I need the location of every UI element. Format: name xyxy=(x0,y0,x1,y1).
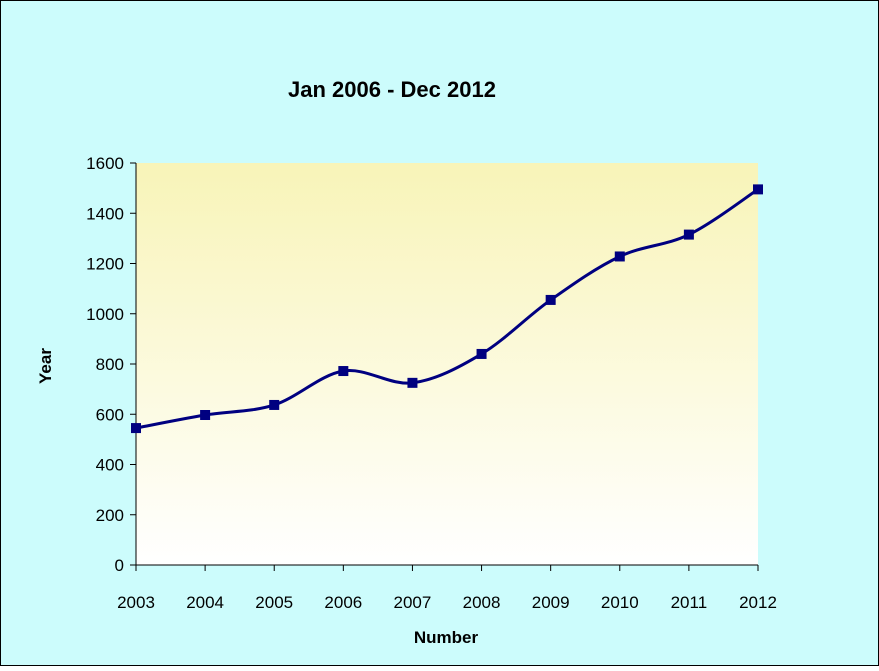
y-tick-label: 1400 xyxy=(86,204,124,223)
series-line xyxy=(135,188,759,430)
x-tick-label: 2003 xyxy=(117,593,155,612)
y-tick-label: 600 xyxy=(96,405,124,424)
y-axis-title: Year xyxy=(36,348,55,384)
data-point-marker xyxy=(753,184,763,195)
data-point-marker xyxy=(545,294,556,305)
data-point-marker xyxy=(131,423,141,434)
x-tick-label: 2006 xyxy=(324,593,362,612)
y-tick-label: 400 xyxy=(96,456,124,475)
data-point-marker xyxy=(407,377,418,388)
data-point-marker xyxy=(269,399,280,410)
x-tick-label: 2011 xyxy=(671,593,708,612)
data-point-marker xyxy=(338,366,349,377)
x-tick-label: 2012 xyxy=(739,593,777,612)
axes: 0 200 400 600 800 1000 1200 1400 1600 2003 2004 200… xyxy=(86,154,777,612)
x-tick-label: 2005 xyxy=(255,593,293,612)
y-tick-label: 200 xyxy=(96,506,124,525)
y-tick-label: 1000 xyxy=(86,305,124,324)
x-tick-label: 2009 xyxy=(532,593,570,612)
y-tick-label: 1600 xyxy=(86,154,124,173)
x-tick-label: 2010 xyxy=(601,593,639,612)
data-point-marker xyxy=(683,229,694,240)
data-point-marker xyxy=(200,410,211,421)
x-tick-label: 2004 xyxy=(186,593,224,612)
data-point-marker xyxy=(614,251,625,262)
y-tick-label: 800 xyxy=(96,355,124,374)
data-point-marker xyxy=(476,348,487,359)
x-tick-label: 2008 xyxy=(463,593,501,612)
series-layer xyxy=(131,184,763,434)
x-axis-title: Number xyxy=(414,628,479,647)
plot-area xyxy=(136,163,758,565)
y-tick-label: 0 xyxy=(115,556,124,575)
y-tick-label: 1200 xyxy=(86,255,124,274)
chart-title: Jan 2006 - Dec 2012 xyxy=(288,77,496,102)
x-tick-label: 2007 xyxy=(394,593,432,612)
